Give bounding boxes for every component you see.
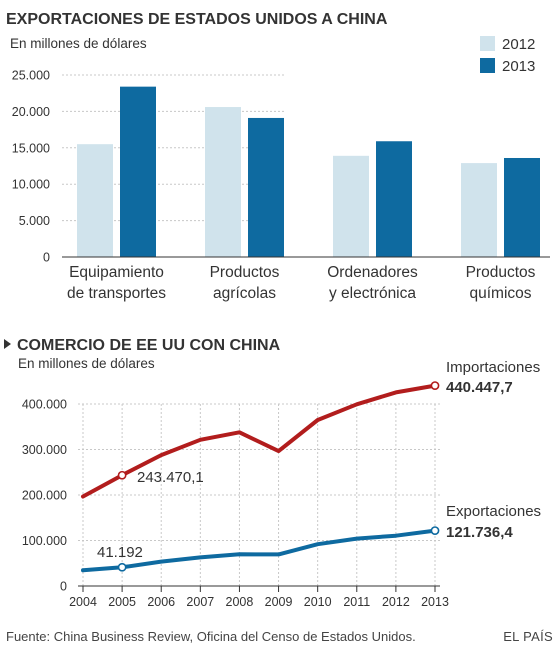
bar-2013-0 [120,86,156,257]
line-chart-title: COMERCIO DE EE UU CON CHINA [17,337,281,354]
series-marker-Importaciones [117,470,127,480]
series-marker-Importaciones [430,381,440,390]
series-marker-Exportaciones [117,562,127,572]
footer-source: Fuente: China Business Review, Oficina d… [6,629,416,644]
line-x-tick-label: 2010 [304,595,332,609]
annotation-imports-2005: 243.470,1 [137,469,204,486]
bar-category-label: Productos [466,264,536,281]
bar-category-label: químicos [469,285,531,302]
bar-y-tick-label: 20.000 [12,105,50,119]
line-x-tick-label: 2007 [186,595,214,609]
bar-2012-0 [77,144,113,257]
bar-2013-1 [248,117,284,258]
line-x-tick-label: 2012 [382,595,410,609]
line-x-tick-label: 2011 [343,595,370,609]
line-y-tick-label: 200.000 [22,489,67,503]
line-chart-subtitle: En millones de dólares [18,356,155,371]
bar-category-label: Ordenadores [327,264,418,281]
series-value-exports: 121.736,4 [446,524,513,541]
bar-2013-3 [504,157,540,257]
bar-y-tick-label: 10.000 [12,178,50,192]
bar-y-tick-label: 25.000 [12,69,50,83]
line-x-tick-label: 2009 [265,595,293,609]
footer-brand: EL PAÍS [503,629,553,644]
line-x-tick-label: 2013 [421,595,449,609]
legend-swatch-2013 [480,58,495,73]
bar-category-label: de transportes [67,285,166,302]
bar-y-tick-label: 0 [43,251,50,265]
line-y-tick-label: 300.000 [22,443,67,457]
bar-chart-title: EXPORTACIONES DE ESTADOS UNIDOS A CHINA [6,11,388,28]
bar-y-tick-label: 5.000 [19,214,50,228]
legend-label-2013: 2013 [502,58,535,75]
series-line-Exportaciones [81,528,437,573]
line-x-tick-label: 2005 [108,595,136,609]
bar-2013-2 [376,141,412,257]
series-label-exports: Exportaciones [446,503,541,520]
bar-category-label: Equipamiento [69,264,164,281]
legend-label-2012: 2012 [502,36,535,53]
series-label-imports: Importaciones [446,359,540,376]
line-y-tick-label: 100.000 [22,534,67,548]
series-line-Importaciones [81,383,437,499]
annotation-exports-2005: 41.192 [97,544,143,561]
bar-category-label: y electrónica [329,285,416,302]
bar-y-tick-label: 15.000 [12,141,50,155]
bar-2012-1 [205,107,241,257]
line-x-tick-label: 2008 [226,595,254,609]
line-x-tick-label: 2004 [69,595,97,609]
series-value-imports: 440.447,7 [446,379,513,396]
bar-2012-2 [333,155,369,257]
line-x-tick-label: 2006 [147,595,175,609]
legend-swatch-2012 [480,36,495,51]
series-marker-Exportaciones [430,526,440,536]
triangle-right-icon [4,339,11,349]
line-y-tick-label: 400.000 [22,398,67,412]
bar-category-label: Productos [210,264,280,281]
bar-category-label: agrícolas [213,285,276,302]
bar-2012-3 [461,163,497,257]
bar-chart-subtitle: En millones de dólares [10,36,147,51]
line-y-tick-label: 0 [60,580,67,594]
